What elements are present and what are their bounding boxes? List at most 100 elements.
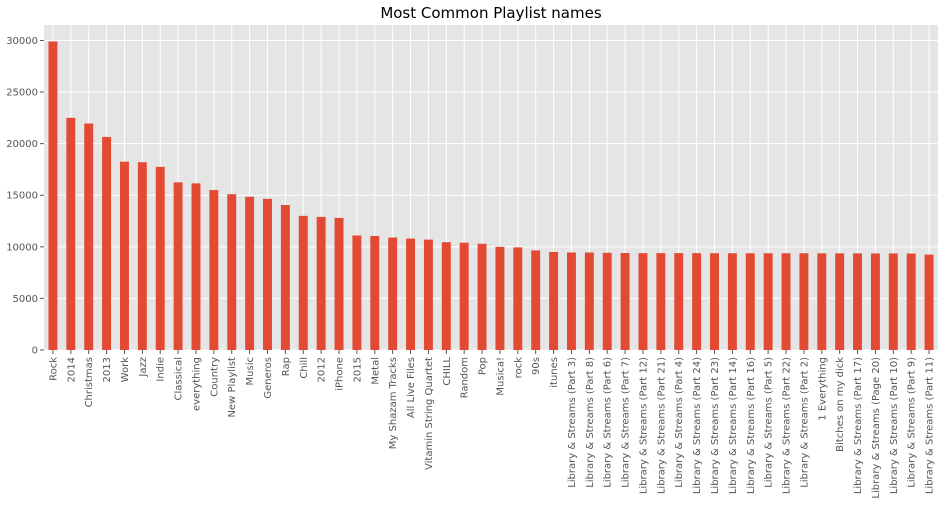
bar	[549, 251, 559, 350]
y-tick-label: 25000	[6, 88, 38, 99]
x-tick-label: Music	[245, 357, 256, 385]
bar	[602, 252, 612, 350]
x-tick-label: CHILL	[442, 357, 453, 386]
x-tick-label: Vitamin String Quartet	[424, 357, 435, 470]
x-tick-label: Library & Streams (Part 17)	[853, 357, 864, 494]
x-axis-ticks: Rock 2014 Christmas 2013 Work Jazz Indie Classi…	[48, 350, 936, 499]
y-tick-label: 15000	[6, 191, 38, 202]
x-tick-label: Christmas	[84, 357, 95, 407]
bar	[495, 246, 505, 350]
bar	[477, 243, 487, 350]
bar	[566, 252, 576, 350]
bar	[727, 253, 737, 350]
bar	[924, 254, 934, 350]
bar	[245, 196, 255, 350]
bar	[406, 238, 416, 350]
x-tick-label: Library & Streams (Part 16)	[746, 357, 757, 494]
bar	[799, 253, 809, 350]
bar	[209, 190, 219, 350]
bar	[298, 215, 308, 350]
x-tick-label: Library & Streams (Part 2)	[799, 357, 810, 488]
x-tick-label: New Playlist	[227, 357, 238, 418]
bar	[870, 253, 880, 350]
x-tick-label: Work	[120, 357, 131, 383]
x-tick-label: Indie	[156, 357, 167, 382]
bar	[173, 182, 183, 350]
bar	[66, 117, 76, 350]
x-tick-label: Library & Streams (Page 20)	[871, 357, 882, 499]
x-tick-label: 90s	[531, 357, 542, 375]
bar	[835, 253, 845, 350]
bar	[280, 205, 290, 350]
bar	[48, 41, 58, 351]
bar	[84, 123, 94, 351]
bar	[745, 253, 755, 350]
bar	[710, 253, 719, 350]
x-tick-label: Library & Streams (Part 12)	[638, 357, 649, 494]
bar	[888, 253, 898, 350]
x-tick-label: Library & Streams (Part 8)	[585, 357, 596, 488]
bar	[155, 166, 165, 350]
bar	[620, 253, 630, 350]
y-tick-label: 20000	[6, 139, 38, 150]
bar	[423, 239, 433, 350]
bar	[102, 136, 112, 350]
y-tick-label: 30000	[6, 36, 38, 47]
x-tick-label: Library & Streams (Part 23)	[710, 357, 721, 494]
bar	[137, 162, 147, 350]
x-tick-label: 2013	[102, 357, 113, 382]
x-tick-label: Bitches on my dick	[835, 357, 846, 452]
x-tick-label: All Live Files	[406, 357, 417, 418]
x-tick-label: Generos	[263, 357, 274, 399]
x-tick-label: Library & Streams (Part 10)	[889, 357, 900, 494]
bar	[352, 235, 362, 350]
bar	[227, 194, 237, 350]
x-tick-label: Random	[460, 357, 471, 398]
x-tick-label: 2012	[317, 357, 328, 382]
bar	[638, 253, 648, 350]
bar	[513, 247, 523, 350]
y-tick-label: 0	[32, 346, 38, 357]
x-tick-label: Library & Streams (Part 9)	[907, 357, 918, 488]
bar	[763, 253, 773, 350]
x-tick-label: everything	[191, 357, 202, 411]
x-tick-label: Library & Streams (Part 21)	[656, 357, 667, 494]
x-tick-label: Library & Streams (Part 14)	[728, 357, 739, 494]
bar	[370, 235, 380, 350]
x-tick-label: Library & Streams (Part 6)	[603, 357, 614, 488]
bar	[674, 253, 684, 350]
bar	[584, 252, 594, 350]
x-tick-label: Musica!	[495, 357, 506, 396]
x-tick-label: 1 Everything	[817, 357, 828, 421]
x-tick-label: Library & Streams (Part 22)	[782, 357, 793, 494]
bar	[316, 216, 326, 350]
chart-title: Most Common Playlist names	[380, 4, 602, 22]
bar	[853, 253, 863, 350]
x-tick-label: Pop	[478, 357, 489, 375]
bar	[459, 242, 469, 350]
bar	[781, 253, 791, 350]
x-tick-label: 2014	[66, 357, 77, 382]
bar	[334, 217, 344, 350]
bar	[692, 253, 702, 350]
x-tick-label: Classical	[174, 357, 185, 401]
x-tick-label: Metal	[370, 357, 381, 385]
x-tick-label: Library & Streams (Part 4)	[674, 357, 685, 488]
bar	[263, 198, 272, 350]
x-tick-label: itunes	[549, 357, 560, 388]
x-tick-label: Library & Streams (Part 11)	[925, 357, 936, 494]
x-tick-label: Library & Streams (Part 3)	[567, 357, 578, 488]
x-tick-label: Jazz	[138, 357, 149, 378]
x-tick-label: My Shazam Tracks	[388, 357, 399, 449]
x-tick-label: Country	[209, 357, 220, 397]
x-tick-label: Library & Streams (Part 24)	[692, 357, 703, 494]
x-tick-label: iPhone	[335, 357, 346, 391]
bar	[906, 253, 916, 350]
x-tick-label: Chill	[299, 357, 310, 379]
bar	[656, 253, 666, 350]
x-tick-label: Library & Streams (Part 7)	[621, 357, 632, 488]
y-tick-label: 5000	[13, 294, 38, 305]
x-tick-label: rock	[513, 357, 524, 379]
bar	[191, 183, 201, 350]
